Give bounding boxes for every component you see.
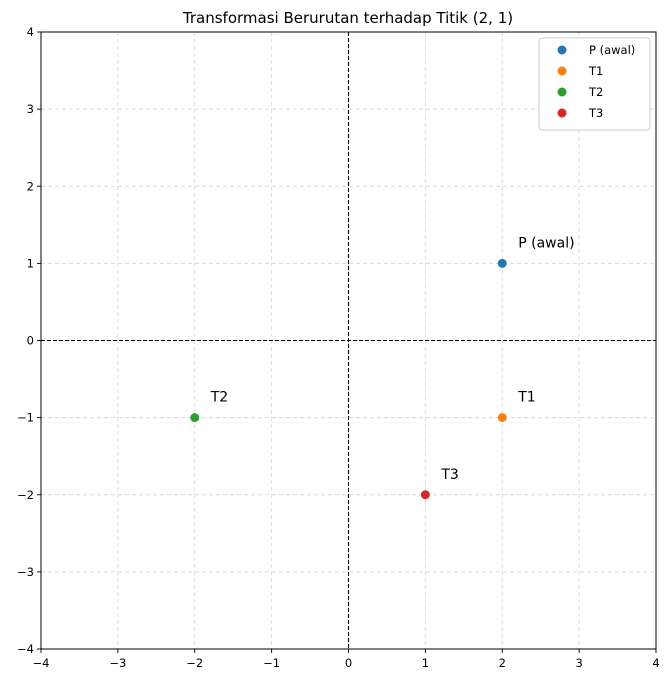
legend-marker xyxy=(557,66,567,76)
x-tick-label: 0 xyxy=(345,656,352,670)
x-tick-label: 3 xyxy=(575,656,582,670)
chart-title: Transformasi Berurutan terhadap Titik (2… xyxy=(182,9,513,27)
point-annotation: P (awal) xyxy=(518,235,574,251)
legend-label: T3 xyxy=(588,106,603,120)
y-tick-label: −1 xyxy=(17,411,34,425)
x-tick-label: −4 xyxy=(33,656,50,670)
x-tick-label: −1 xyxy=(263,656,280,670)
legend-box xyxy=(538,37,651,131)
y-tick-label: −3 xyxy=(17,565,34,579)
y-tick-label: −4 xyxy=(17,642,34,656)
point-annotation: T3 xyxy=(440,467,458,483)
data-point xyxy=(190,413,200,423)
legend-label: P (awal) xyxy=(589,43,635,57)
legend: P (awal) T1 T2 T3 xyxy=(538,37,651,131)
y-tick-label: 2 xyxy=(27,179,34,193)
y-tick-label: 3 xyxy=(27,102,34,116)
y-axis-ticks: −4 −3 −2 −1 0 1 2 3 4 xyxy=(17,25,41,656)
legend-marker xyxy=(557,87,567,97)
data-points xyxy=(190,258,507,500)
x-tick-label: 1 xyxy=(422,656,429,670)
legend-label: T2 xyxy=(588,85,603,99)
y-tick-label: 0 xyxy=(27,334,34,348)
data-point xyxy=(497,258,507,268)
data-point xyxy=(420,490,430,500)
legend-marker xyxy=(557,45,567,55)
legend-marker xyxy=(557,108,567,118)
point-annotation: T1 xyxy=(517,390,535,406)
y-tick-label: 1 xyxy=(27,256,34,270)
x-tick-label: −3 xyxy=(109,656,126,670)
x-axis-ticks: −4 −3 −2 −1 0 1 2 3 4 xyxy=(33,649,660,670)
reference-lines xyxy=(41,32,656,649)
point-annotation: T2 xyxy=(210,390,228,406)
y-tick-label: 4 xyxy=(27,25,34,39)
data-point xyxy=(497,413,507,423)
y-tick-label: −2 xyxy=(17,488,34,502)
point-annotations: P (awal) T1 T2 T3 xyxy=(210,235,575,482)
x-tick-label: −2 xyxy=(186,656,203,670)
x-tick-label: 4 xyxy=(652,656,659,670)
legend-label: T1 xyxy=(588,64,603,78)
x-tick-label: 2 xyxy=(499,656,506,670)
